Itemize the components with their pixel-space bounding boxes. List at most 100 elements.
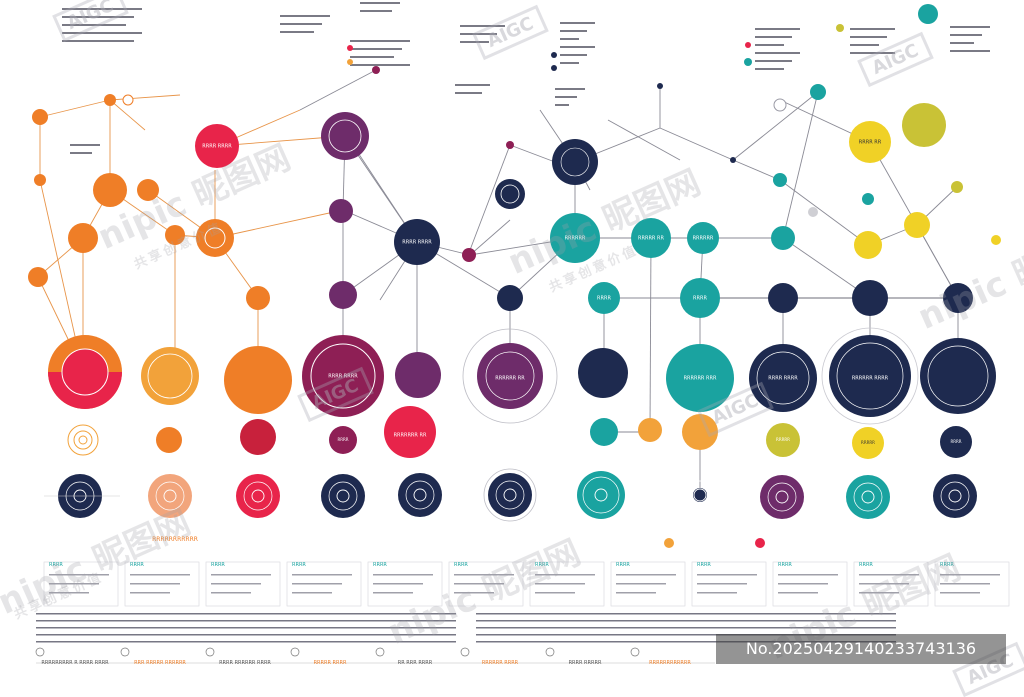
footer-card-title: RRRR bbox=[49, 562, 63, 568]
node-circle bbox=[687, 222, 719, 254]
connector-line bbox=[469, 144, 511, 251]
caption-text bbox=[62, 32, 142, 34]
node-circle bbox=[506, 141, 514, 149]
footer-card-line bbox=[859, 574, 919, 576]
icon-ring bbox=[155, 481, 185, 511]
footer-card-title: RRRR bbox=[454, 562, 468, 568]
caption-text bbox=[280, 15, 330, 17]
node-circle bbox=[550, 213, 600, 263]
footer-card-line bbox=[454, 574, 514, 576]
footer-card-line bbox=[130, 583, 180, 585]
node-circle bbox=[680, 278, 720, 318]
node-circle bbox=[951, 181, 963, 193]
caption-text bbox=[455, 84, 490, 86]
node-circle bbox=[854, 231, 882, 259]
caption-text bbox=[62, 8, 142, 10]
connector-line bbox=[109, 94, 181, 101]
node-circle bbox=[638, 418, 662, 442]
node-label: RRRR RRRR bbox=[202, 144, 232, 150]
icon-circle bbox=[321, 474, 365, 518]
footer-card-title: RRRR bbox=[373, 562, 387, 568]
footer-card bbox=[691, 561, 767, 607]
footer-card-line bbox=[49, 574, 109, 576]
node-circle bbox=[862, 193, 874, 205]
node-label: RRRR bbox=[950, 439, 961, 444]
legend-dot bbox=[836, 24, 844, 32]
legend-dot bbox=[744, 58, 752, 66]
icon-glyph bbox=[413, 488, 427, 502]
node-label: RRRRRR bbox=[693, 236, 714, 242]
footer-card-line bbox=[940, 592, 980, 594]
footer-card-line bbox=[940, 583, 990, 585]
footer-card-line bbox=[130, 574, 190, 576]
footer-card bbox=[448, 561, 524, 607]
caption-text bbox=[950, 26, 990, 28]
caption-text bbox=[350, 48, 402, 50]
node-circle bbox=[768, 283, 798, 313]
footer-card-line bbox=[616, 583, 666, 585]
node-circle bbox=[224, 346, 292, 414]
icon-ring bbox=[405, 480, 435, 510]
node-circle bbox=[852, 280, 888, 316]
caption-text bbox=[755, 44, 784, 46]
icon-glyph bbox=[948, 489, 962, 503]
caption-text bbox=[350, 64, 410, 66]
footer-card bbox=[43, 561, 119, 607]
node-circle bbox=[32, 109, 48, 125]
legend-dot bbox=[664, 538, 674, 548]
node-circle bbox=[28, 267, 48, 287]
node-label: RRRRR RR bbox=[638, 236, 664, 242]
caption-text bbox=[555, 104, 569, 106]
node-ring bbox=[500, 184, 520, 204]
node-circle bbox=[394, 219, 440, 265]
caption-text bbox=[350, 56, 394, 58]
node-label: RRRRR bbox=[861, 440, 875, 445]
node-circle bbox=[943, 283, 973, 313]
caption-text bbox=[350, 40, 410, 42]
caption-text bbox=[950, 50, 990, 52]
node-label: RRRR bbox=[337, 437, 348, 442]
footer-card-title: RRRR bbox=[778, 562, 792, 568]
connector-line bbox=[109, 99, 146, 131]
footer-card-line bbox=[211, 574, 271, 576]
footer-card-line bbox=[697, 583, 747, 585]
footer-icon bbox=[460, 647, 470, 657]
footer-card-title: RRRR bbox=[292, 562, 306, 568]
node-circle bbox=[93, 173, 127, 207]
footer-card-line bbox=[778, 592, 818, 594]
icon-glyph bbox=[163, 489, 177, 503]
node-label: RRRR RRRR bbox=[402, 240, 432, 246]
node-circle bbox=[940, 426, 972, 458]
caption-text bbox=[850, 28, 895, 30]
node-circle bbox=[477, 343, 543, 409]
connector-line bbox=[659, 127, 734, 161]
footer-card bbox=[205, 561, 281, 607]
caption-text bbox=[755, 28, 800, 30]
paragraph-line bbox=[36, 634, 456, 636]
node-label: RRRRRR bbox=[565, 236, 586, 242]
footer-item-label: RRR RRRRR RRRRRR bbox=[134, 660, 186, 666]
footer-item-label: RR RRR RRRR bbox=[398, 660, 433, 666]
node-circle bbox=[829, 335, 911, 417]
footer-icon bbox=[375, 647, 385, 657]
caption-text bbox=[460, 25, 505, 27]
node-ring bbox=[61, 348, 109, 396]
node-circle bbox=[462, 248, 476, 262]
node-circle bbox=[141, 347, 199, 405]
node-circle bbox=[196, 219, 234, 257]
node-ring bbox=[836, 342, 904, 410]
node-ring bbox=[78, 435, 88, 445]
icon-ring bbox=[328, 481, 358, 511]
node-circle bbox=[137, 179, 159, 201]
caption-text bbox=[70, 152, 92, 154]
footer-card-line bbox=[49, 592, 89, 594]
paragraph-line bbox=[476, 634, 896, 636]
footer-card-line bbox=[859, 583, 909, 585]
node-label: RRRRRRR RR bbox=[394, 433, 427, 439]
footer-card-line bbox=[373, 583, 423, 585]
footer-icon bbox=[120, 647, 130, 657]
caption-text bbox=[62, 40, 134, 42]
connector-line bbox=[39, 99, 111, 118]
node-circle bbox=[773, 173, 787, 187]
footer-item-label: RRRRRR RRRR bbox=[482, 660, 519, 666]
